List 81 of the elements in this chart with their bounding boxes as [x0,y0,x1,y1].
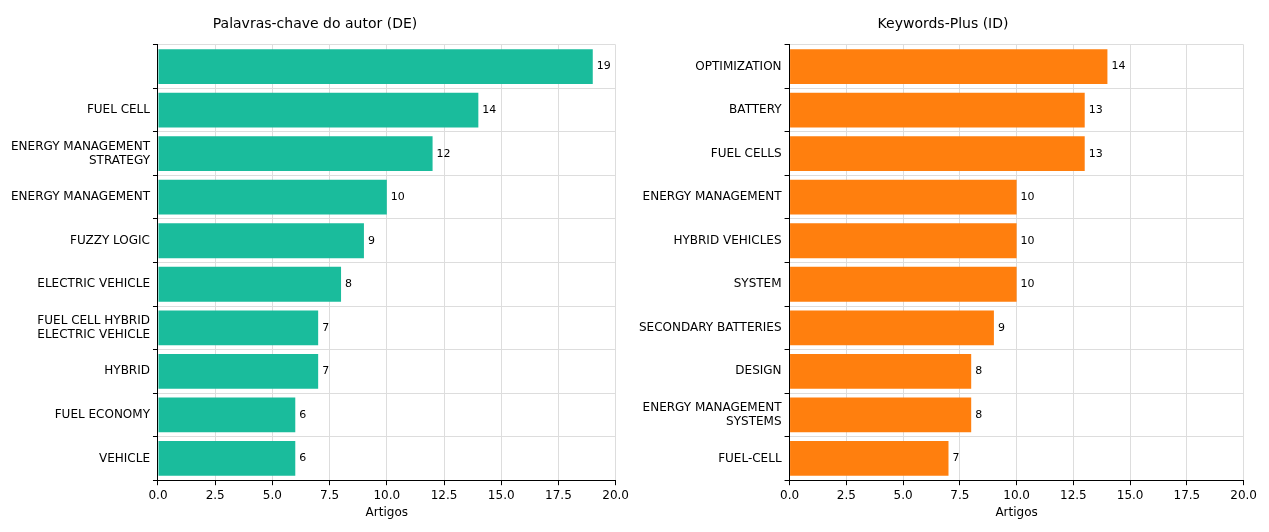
data-label: 14 [482,102,497,116]
bar [158,136,433,172]
bar [790,266,1017,302]
data-label: 8 [975,364,983,378]
y-tick-label: SYSTEM [733,276,782,291]
x-tick-label: 10.0 [373,487,401,502]
bar [790,179,1017,215]
bar [790,397,972,433]
data-label: 10 [1020,190,1035,204]
bar [158,353,319,389]
x-tick-label: 10.0 [1003,487,1030,502]
y-tick-label: FUEL-CELL [718,450,782,465]
data-label: 8 [975,407,983,421]
bar [790,92,1085,128]
y-tick-label: ENERGY MANAGEMENT STRATEGY [11,138,151,167]
y-tick-label: DESIGN [735,363,782,378]
y-tick-label: HYBRID VEHICLES [673,232,782,247]
bar [790,310,994,346]
y-tick-label: VEHICLE [98,450,150,465]
bar [790,136,1085,172]
x-tick-label: 5.0 [262,487,282,502]
x-tick-label: 0.0 [780,487,800,502]
bar [790,441,949,476]
data-label: 8 [345,277,353,291]
x-tick-label: 17.5 [545,487,572,502]
x-tick-label: 2.5 [205,487,225,502]
data-label: 9 [997,320,1005,334]
bar [158,441,296,476]
x-tick-label: 7.5 [320,487,340,502]
bar [158,310,319,346]
data-label: 10 [390,190,405,204]
bar [158,92,479,128]
y-tick-label: ENERGY MANAGEMENT [11,189,151,204]
x-axis-title: Artigos [365,504,409,519]
data-label: 10 [1020,233,1035,247]
y-tick-label: FUEL CELLS [710,145,782,160]
y-tick-label: ELECTRIC VEHICLE [37,276,150,291]
bar [790,49,1108,84]
x-tick-label: 15.0 [487,487,515,502]
y-tick-label: FUEL CELL HYBRID ELECTRIC VEHICLE [37,312,150,342]
bar [158,397,296,433]
y-tick-label: FUZZY LOGIC [70,232,150,247]
data-label: 7 [322,320,330,334]
x-tick-label: 7.5 [950,487,970,502]
x-tick-label: 2.5 [836,487,856,502]
chart-title: Keywords-Plus (ID) [877,15,1009,32]
data-label: 7 [952,451,960,465]
y-tick-label: SECONDARY BATTERIES [638,319,782,334]
x-tick-label: 20.0 [602,487,629,502]
y-tick-label: FUEL ECONOMY [54,407,151,422]
x-tick-label: 5.0 [893,487,913,502]
y-tick-label: OPTIMIZATION [695,58,782,73]
x-tick-label: 0.0 [148,487,168,502]
data-label: 13 [1088,146,1103,160]
bar [790,353,972,389]
x-tick-label: 20.0 [1230,487,1257,502]
bar [158,223,364,259]
data-label: 9 [367,233,375,247]
x-tick-label: 17.5 [1173,487,1201,502]
y-tick-label: ENERGY MANAGEMENT SYSTEMS [642,399,783,429]
chart-title: Palavras-chave do autor (DE) [212,15,418,32]
data-label: 12 [436,146,451,160]
data-label: 6 [299,407,307,421]
y-tick-label: FUEL CELL [86,102,151,117]
y-tick-label: HYBRID [104,363,150,378]
data-label: 6 [299,451,307,465]
bar [158,49,593,84]
data-label: 7 [322,364,330,378]
x-tick-label: 12.5 [430,487,458,502]
y-tick-label: BATTERY [729,102,783,117]
data-label: 14 [1111,59,1126,73]
bar [158,179,387,215]
x-tick-label: 12.5 [1060,487,1087,502]
bar [158,266,342,302]
x-axis-title: Artigos [995,504,1038,519]
bar [790,223,1017,259]
data-label: 10 [1020,277,1035,291]
x-tick-label: 15.0 [1116,487,1144,502]
data-label: 13 [1088,102,1103,116]
y-tick-label: ENERGY MANAGEMENT [642,189,783,204]
data-label: 19 [596,59,611,73]
